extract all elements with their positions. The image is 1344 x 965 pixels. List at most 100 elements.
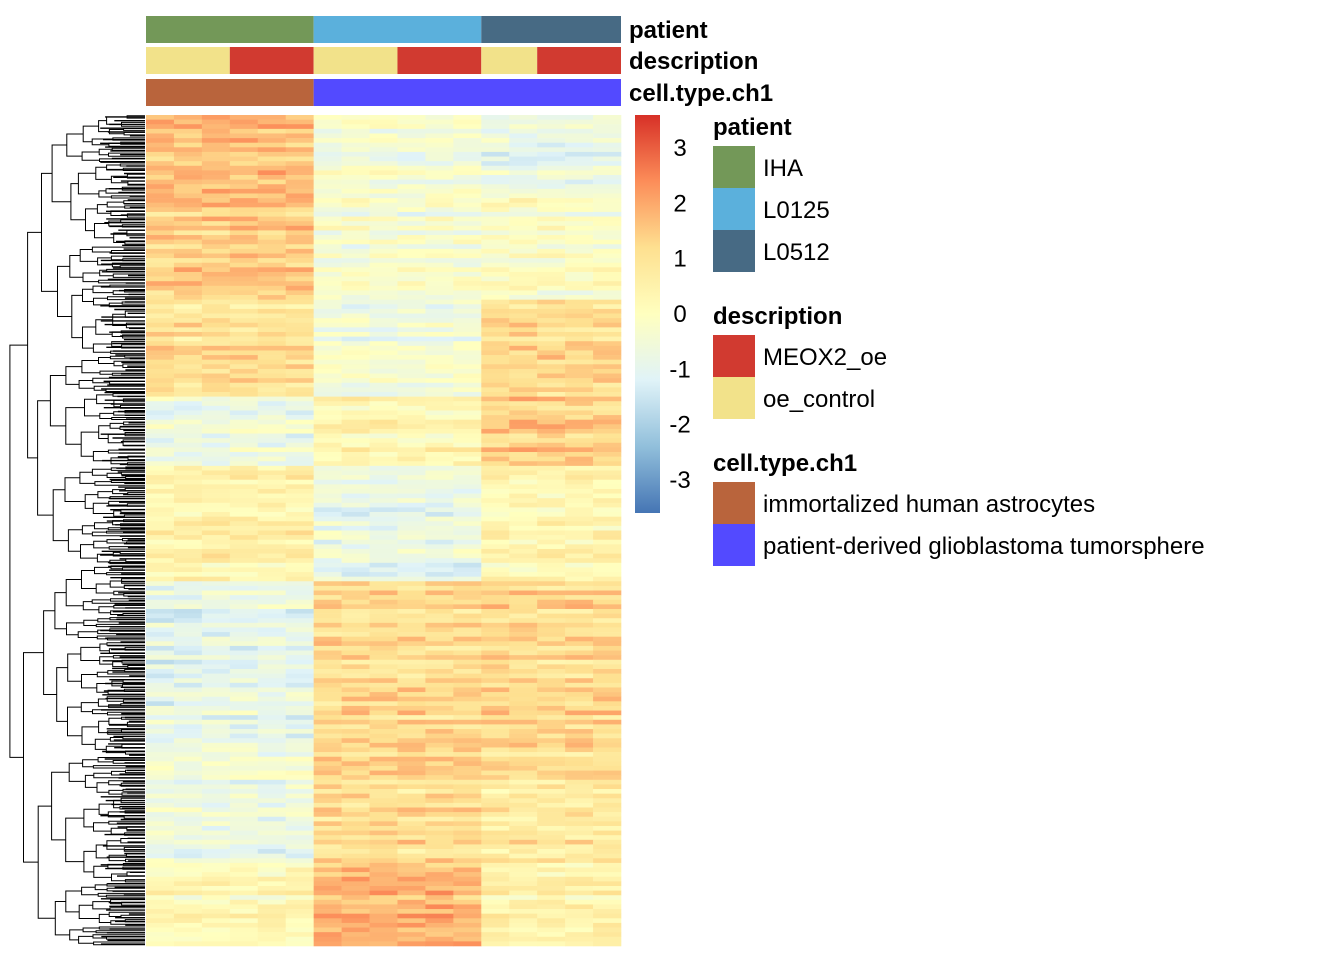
heatmap-cell: [285, 525, 314, 531]
heatmap-cell: [257, 682, 286, 688]
heatmap-cell: [201, 405, 231, 411]
heatmap-cell: [341, 595, 370, 601]
heatmap-cell: [537, 359, 566, 365]
heatmap-cell: [341, 373, 370, 379]
heatmap-cell: [537, 424, 566, 430]
heatmap-cell: [537, 170, 566, 176]
heatmap-cell: [173, 142, 203, 148]
dendrogram-branch: [106, 539, 127, 544]
dendrogram-branch: [113, 360, 145, 367]
heatmap-cell: [173, 428, 203, 434]
heatmap-cell: [537, 327, 566, 333]
heatmap-cell: [481, 881, 510, 887]
heatmap-cell: [369, 733, 398, 739]
heatmap-cell: [397, 756, 426, 762]
heatmap-cell: [229, 465, 259, 471]
heatmap-cell: [285, 724, 314, 730]
heatmap-cell: [593, 650, 622, 656]
heatmap-cell: [565, 849, 594, 854]
heatmap-cell: [146, 304, 175, 310]
heatmap-cell: [425, 433, 454, 439]
heatmap-row: [146, 927, 622, 933]
heatmap-cell: [369, 858, 398, 864]
heatmap-cell: [201, 752, 231, 758]
heatmap-cell: [593, 516, 622, 522]
heatmap-row: [146, 341, 622, 347]
heatmap-cell: [173, 364, 203, 370]
heatmap-cell: [593, 382, 622, 388]
heatmap-cell: [146, 151, 175, 157]
color-scale-bar: [635, 115, 660, 513]
heatmap-cell: [509, 156, 538, 162]
heatmap-cell: [397, 724, 426, 730]
heatmap-cell: [313, 281, 342, 287]
heatmap-cell: [369, 599, 398, 605]
heatmap-cell: [425, 562, 454, 568]
heatmap-cell: [397, 216, 426, 222]
dendrogram-branch: [67, 653, 82, 682]
heatmap-cell: [397, 364, 426, 370]
heatmap-cell: [537, 285, 566, 291]
heatmap-cell: [397, 802, 426, 808]
heatmap-cell: [425, 604, 454, 610]
heatmap-cell: [537, 378, 566, 384]
heatmap-cell: [481, 641, 510, 647]
heatmap-cell: [229, 308, 259, 314]
heatmap-cell: [229, 876, 259, 882]
heatmap-cell: [369, 498, 398, 504]
heatmap-row: [146, 239, 622, 245]
heatmap-cell: [537, 184, 566, 190]
heatmap-cell: [425, 498, 454, 504]
heatmap-cell: [146, 188, 175, 194]
heatmap-cell: [565, 290, 594, 296]
dendrogram-branch: [92, 901, 111, 910]
heatmap-cell: [453, 202, 482, 208]
heatmap-cell: [565, 590, 594, 596]
heatmap-cell: [565, 867, 594, 873]
heatmap-cell: [593, 142, 622, 148]
heatmap-cell: [285, 387, 314, 393]
heatmap-cell: [453, 290, 482, 296]
heatmap-cell: [537, 544, 566, 550]
heatmap-cell: [201, 387, 231, 393]
heatmap-cell: [313, 465, 342, 471]
heatmap-cell: [593, 825, 622, 831]
heatmap-cell: [565, 608, 594, 614]
heatmap-cell: [173, 632, 203, 637]
heatmap-cell: [397, 488, 426, 494]
heatmap-cell: [257, 765, 286, 771]
heatmap-cell: [285, 622, 314, 628]
heatmap-cell: [146, 419, 175, 425]
heatmap-cell: [397, 636, 426, 642]
heatmap-cell: [425, 336, 454, 342]
heatmap-cell: [593, 909, 622, 914]
heatmap-cell: [229, 622, 259, 628]
heatmap-cell: [593, 710, 622, 716]
row-dendrogram: [9, 115, 145, 946]
heatmap-cell: [285, 142, 314, 148]
heatmap-cell: [537, 793, 566, 799]
dendrogram-branch: [109, 580, 125, 588]
heatmap-cell: [341, 729, 370, 734]
heatmap-cell: [229, 562, 259, 568]
heatmap-cell: [341, 678, 370, 684]
heatmap-cell: [257, 193, 286, 199]
heatmap-cell: [229, 756, 259, 762]
heatmap-cell: [369, 507, 398, 513]
heatmap-row: [146, 738, 622, 744]
heatmap-cell: [537, 235, 566, 240]
heatmap-cell: [509, 433, 538, 439]
heatmap-cell: [425, 368, 454, 374]
heatmap-cell: [509, 184, 538, 190]
heatmap-cell: [509, 405, 538, 411]
heatmap-cell: [369, 396, 398, 402]
heatmap-cell: [369, 331, 398, 337]
heatmap-row: [146, 576, 622, 582]
heatmap-cell: [229, 456, 259, 462]
heatmap-cell: [481, 613, 510, 619]
heatmap-cell: [453, 816, 482, 822]
heatmap-cell: [425, 918, 454, 924]
heatmap-cell: [173, 479, 203, 485]
heatmap-cell: [229, 793, 259, 799]
